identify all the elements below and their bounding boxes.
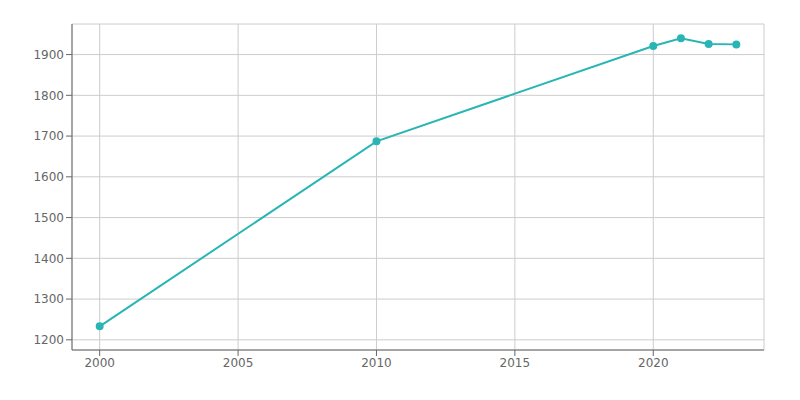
svg-text:1800: 1800 (33, 89, 64, 103)
svg-text:2005: 2005 (223, 356, 254, 370)
svg-text:2020: 2020 (638, 356, 669, 370)
svg-text:1400: 1400 (33, 252, 64, 266)
svg-text:1300: 1300 (33, 292, 64, 306)
svg-text:2015: 2015 (500, 356, 531, 370)
svg-text:1200: 1200 (33, 333, 64, 347)
svg-text:1600: 1600 (33, 170, 64, 184)
svg-text:1500: 1500 (33, 211, 64, 225)
svg-text:1900: 1900 (33, 48, 64, 62)
svg-text:2000: 2000 (84, 356, 115, 370)
svg-text:1700: 1700 (33, 129, 64, 143)
svg-text:2010: 2010 (361, 356, 392, 370)
